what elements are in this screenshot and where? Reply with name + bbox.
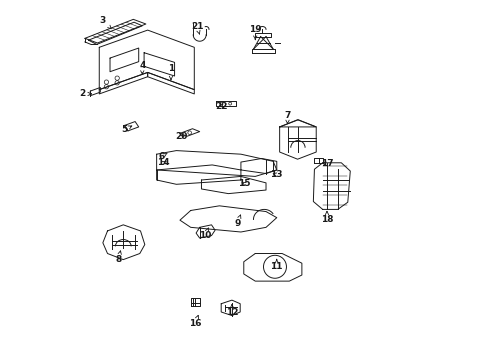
Text: 3: 3 [100, 16, 111, 29]
Text: 6: 6 [158, 152, 167, 161]
Text: 17: 17 [320, 159, 333, 168]
Text: 19: 19 [248, 25, 261, 40]
Text: 16: 16 [188, 315, 201, 328]
Text: 12: 12 [225, 305, 238, 317]
Text: 8: 8 [115, 251, 121, 264]
Text: 13: 13 [270, 170, 283, 179]
Text: 4: 4 [139, 61, 145, 74]
Text: 1: 1 [167, 64, 174, 80]
Text: 9: 9 [234, 215, 241, 228]
Text: 7: 7 [284, 111, 290, 123]
Text: 22: 22 [215, 102, 227, 111]
Text: 20: 20 [175, 132, 187, 141]
Text: 2: 2 [79, 89, 91, 98]
Text: 21: 21 [190, 22, 203, 34]
Text: 14: 14 [157, 158, 169, 167]
Text: 11: 11 [270, 260, 283, 271]
Text: 18: 18 [320, 211, 332, 224]
Text: 15: 15 [238, 179, 250, 188]
Text: 5: 5 [121, 125, 132, 134]
Text: 10: 10 [199, 228, 211, 240]
